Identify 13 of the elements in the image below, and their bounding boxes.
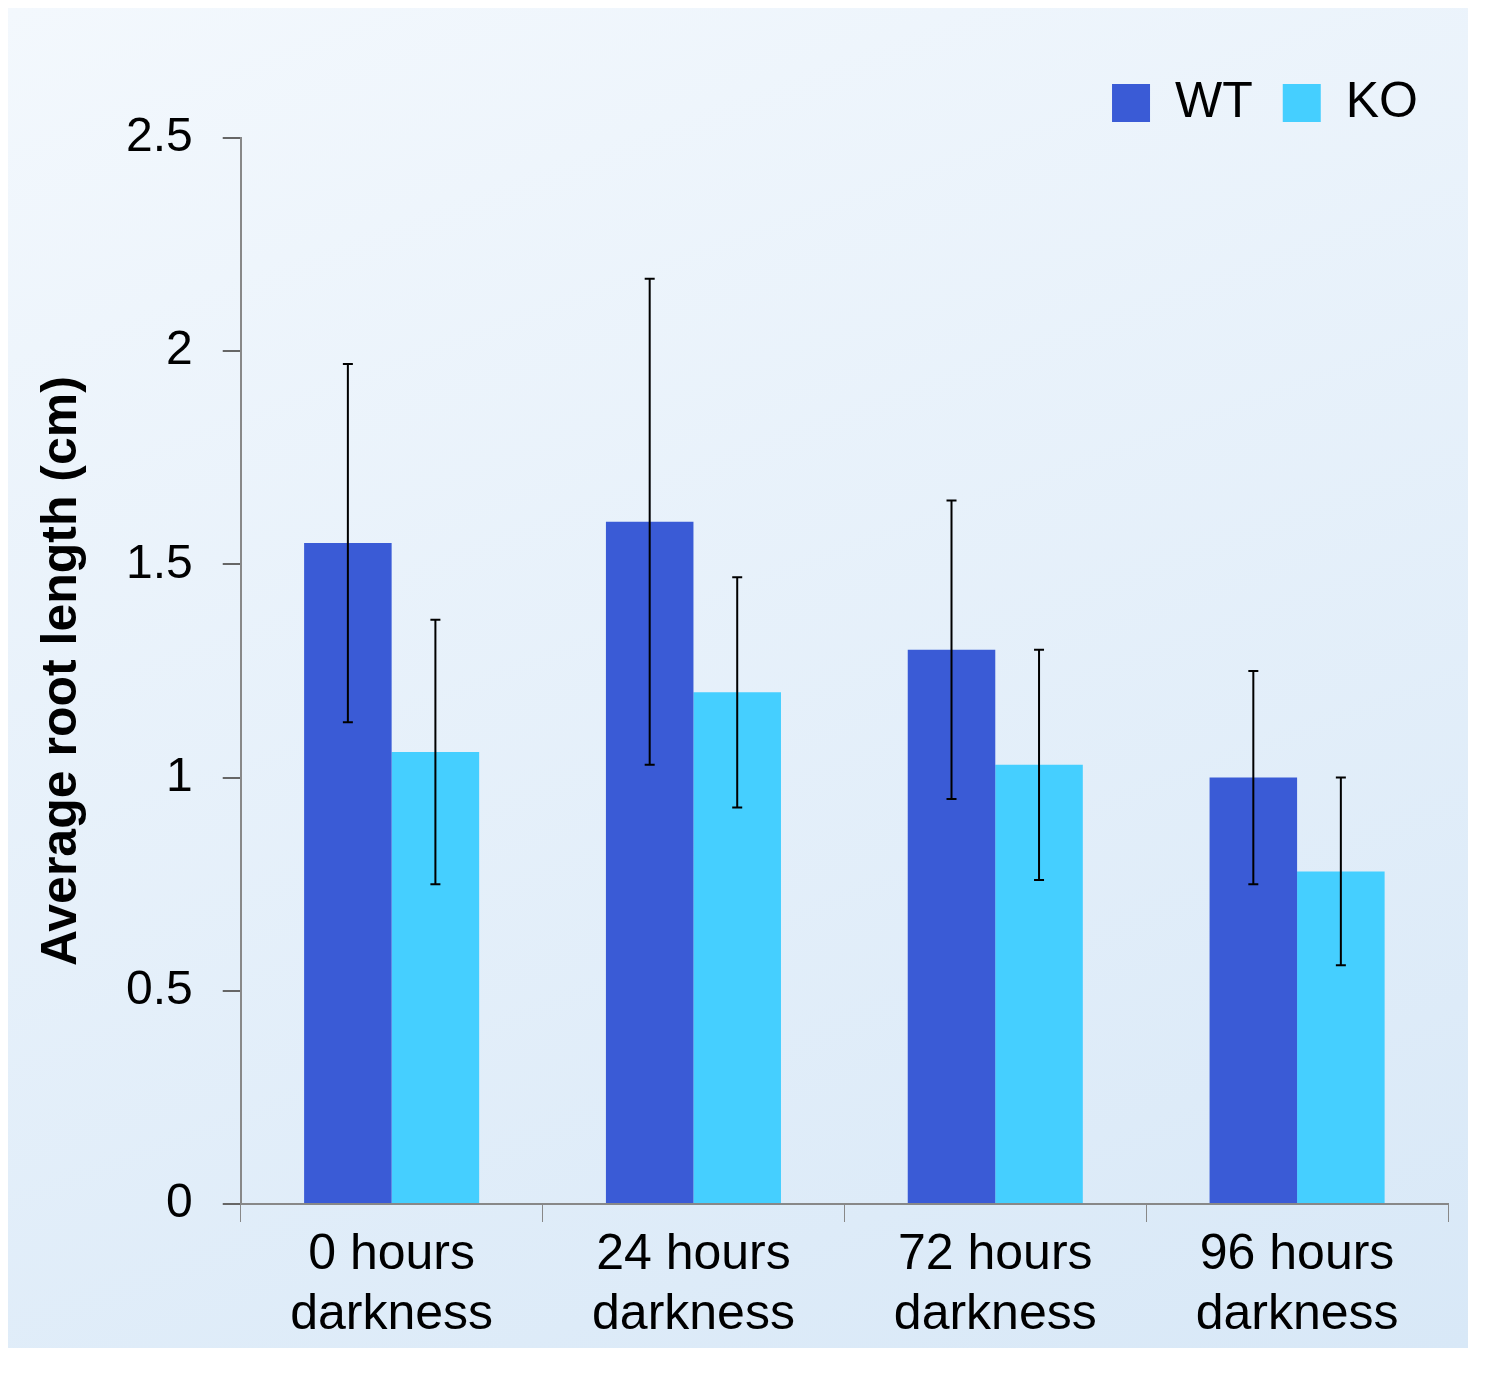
x-tick-label: 96 hours darkness xyxy=(1195,1223,1399,1340)
x-tick-label: 72 hours darkness xyxy=(893,1223,1097,1340)
y-tick-label: 0.5 xyxy=(125,961,193,1015)
legend-label: KO xyxy=(1345,71,1419,128)
y-axis-title: Average root length (cm) xyxy=(30,376,87,966)
y-tick-label: 2 xyxy=(166,321,193,375)
legend-label: WT xyxy=(1175,71,1253,128)
y-tick-label: 0 xyxy=(166,1174,193,1228)
x-tick-label: 24 hours darkness xyxy=(592,1223,795,1340)
y-tick-label: 1.5 xyxy=(125,534,193,588)
y-tick-label: 2.5 xyxy=(125,108,193,162)
x-tick-label: 0 hours darkness xyxy=(290,1223,494,1340)
y-tick-label: 1 xyxy=(166,747,193,801)
